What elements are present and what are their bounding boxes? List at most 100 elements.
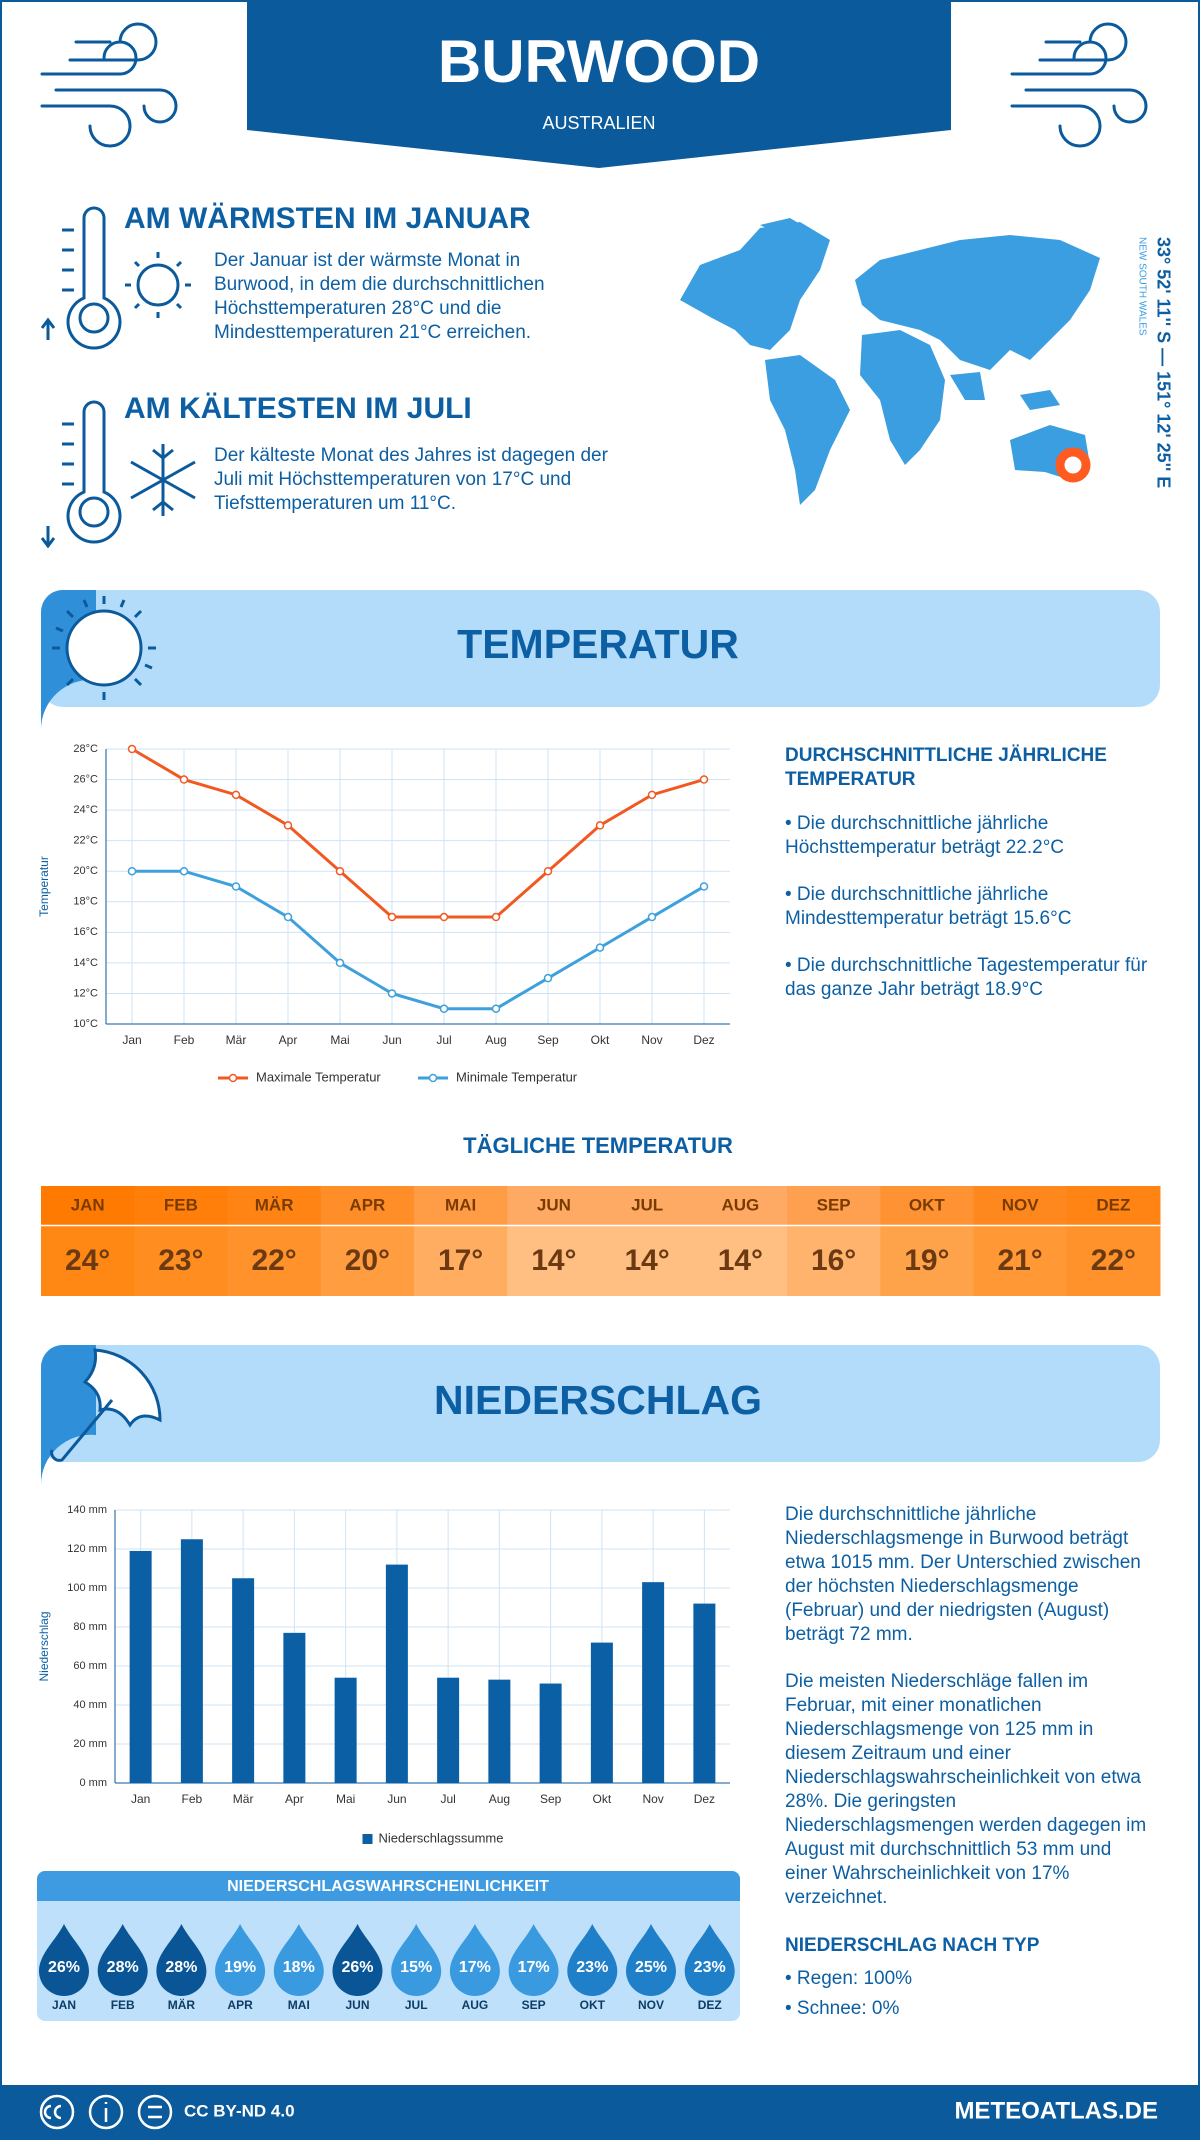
legend-label: Maximale Temperatur: [256, 1069, 381, 1084]
temp-cell: [600, 1226, 695, 1296]
drop-label: 15%: [400, 1959, 432, 1976]
month-label: FEB: [164, 1195, 198, 1214]
month-header-cell: [1066, 1186, 1161, 1225]
month-label: DEZ: [1096, 1195, 1130, 1214]
x-tick-label: Jul: [436, 1033, 451, 1047]
line: [132, 869, 705, 1011]
bar: [590, 1642, 613, 1783]
x-tick-label: Mai: [336, 1792, 355, 1806]
section-title: TEMPERATUR: [457, 621, 739, 667]
bar: [334, 1677, 357, 1783]
y-axis-label: Niederschlag: [37, 1611, 51, 1681]
month-header-cell: [507, 1186, 601, 1225]
month-label: NOV: [638, 1998, 664, 2012]
drop: [215, 1924, 266, 1996]
month-label: MÄR: [255, 1195, 294, 1214]
wind-icon: [1010, 22, 1148, 148]
legend-label: Minimale Temperatur: [456, 1069, 578, 1084]
coordinates: 33° 52' 11'' S — 151° 12' 25'' E: [1153, 237, 1173, 488]
probability-header: [37, 1871, 740, 1901]
point: [387, 989, 397, 998]
x-tick-label: Feb: [174, 1033, 195, 1047]
footer-bar: [0, 2085, 1200, 2140]
temp-label: 21°: [997, 1244, 1042, 1277]
point: [283, 821, 293, 830]
temp-label: 22°: [1091, 1244, 1136, 1277]
x-tick-label: Mai: [330, 1033, 349, 1047]
coldest-title: AM KÄLTESTEN IM JULI: [124, 392, 472, 425]
y-tick-label: 0 mm: [80, 1777, 108, 1789]
site: METEOATLAS.DE: [954, 2097, 1158, 2124]
point: [387, 912, 397, 922]
month-label: FEB: [111, 1998, 135, 2012]
drop-label: 26%: [48, 1959, 80, 1976]
month-label: MAI: [445, 1195, 476, 1214]
month-label: JAN: [52, 1998, 76, 2012]
drop-label: 18%: [283, 1959, 315, 1976]
temp-cell: [1066, 1226, 1161, 1296]
temp-cell: [787, 1226, 881, 1296]
drop: [449, 1924, 500, 1996]
banner-corner: [40, 1345, 96, 1485]
warmest-title: AM WÄRMSTEN IM JANUAR: [124, 202, 531, 235]
y-tick-label: 24°C: [73, 804, 98, 816]
temp-cell: [973, 1226, 1068, 1296]
month-label: JUN: [537, 1195, 571, 1214]
probability-title: NIEDERSCHLAGSWAHRSCHEINLICHKEIT: [227, 1878, 549, 1895]
month-label: NOV: [1002, 1195, 1040, 1214]
y-tick-label: 20 mm: [73, 1738, 107, 1750]
y-tick-label: 12°C: [73, 987, 98, 999]
month-label: AUG: [462, 1998, 489, 2012]
point: [647, 912, 657, 922]
month-label: JAN: [71, 1195, 105, 1214]
point: [439, 1004, 449, 1013]
temp-label: 14°: [718, 1244, 763, 1277]
x-tick-label: Mär: [226, 1033, 247, 1047]
temp-cell: [880, 1226, 974, 1296]
x-tick-label: Jan: [131, 1792, 150, 1806]
month-label: OKT: [580, 1998, 606, 2012]
drop-label: 17%: [518, 1959, 550, 1976]
temp-cell: [414, 1226, 508, 1296]
type-item: • Regen: 100%: [785, 1968, 913, 1989]
y-tick-label: 60 mm: [73, 1660, 107, 1672]
point: [491, 1004, 501, 1013]
sun-icon: [52, 596, 156, 700]
precip-paragraph: Die durchschnittliche jährliche Niedersc…: [785, 1504, 1141, 1645]
y-tick-label: 80 mm: [73, 1621, 107, 1633]
legend-marker: [228, 1073, 238, 1083]
drop: [626, 1924, 676, 1996]
x-tick-label: Jun: [387, 1792, 406, 1806]
point: [283, 912, 293, 922]
temp-cell: [507, 1226, 601, 1296]
month-header-cell: [134, 1186, 228, 1225]
y-tick-label: 10°C: [73, 1018, 98, 1030]
temp-label: 19°: [904, 1244, 949, 1277]
thermometer-warm: [40, 206, 191, 350]
drop: [273, 1924, 324, 1996]
bar: [283, 1632, 306, 1783]
temp-cell: [41, 1226, 135, 1296]
month-label: JUL: [405, 1998, 428, 2012]
y-tick-label: 28°C: [73, 743, 98, 755]
type-item: • Schnee: 0%: [785, 1998, 900, 2019]
month-label: JUN: [345, 1998, 369, 2012]
point: [231, 882, 241, 891]
license-icons: [39, 2094, 173, 2130]
month-header-cell: [880, 1186, 974, 1225]
temp-label: 16°: [811, 1244, 856, 1277]
point: [179, 775, 189, 784]
x-tick-label: Dez: [693, 1033, 714, 1047]
drop: [567, 1924, 618, 1996]
umbrella-icon: [50, 1348, 162, 1462]
y-tick-label: 20°C: [73, 865, 98, 877]
temp-cell: [693, 1226, 788, 1296]
x-tick-label: Okt: [593, 1792, 612, 1806]
precipitation-banner: [41, 1345, 1160, 1462]
drop-label: 23%: [694, 1959, 726, 1976]
x-tick-label: Nov: [642, 1792, 663, 1806]
y-tick-label: 16°C: [73, 926, 98, 938]
temp-label: 23°: [158, 1244, 203, 1277]
x-tick-label: Dez: [694, 1792, 715, 1806]
